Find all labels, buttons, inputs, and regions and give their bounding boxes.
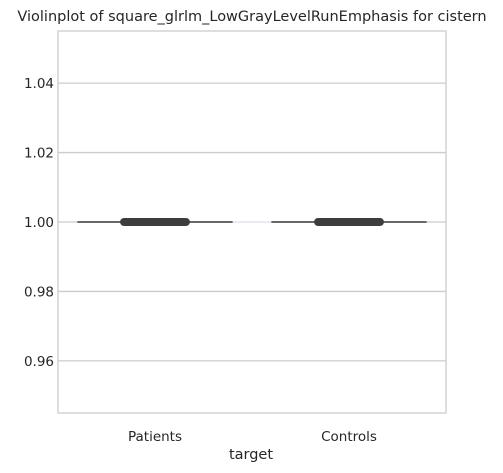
x-tick-label: Controls [321,429,377,445]
x-tick-label: Patients [128,429,182,445]
y-tick-label: 0.96 [24,354,54,370]
y-tick-label: 1.02 [24,146,54,162]
x-axis-label: target [229,447,273,463]
box-patients [120,218,190,226]
box-controls [314,218,384,226]
y-tick-label: 1.04 [24,76,54,92]
y-tick-label: 1.00 [24,215,54,231]
chart-title: Violinplot of square_glrlm_LowGrayLevelR… [17,9,486,25]
y-tick-label: 0.98 [24,284,54,300]
